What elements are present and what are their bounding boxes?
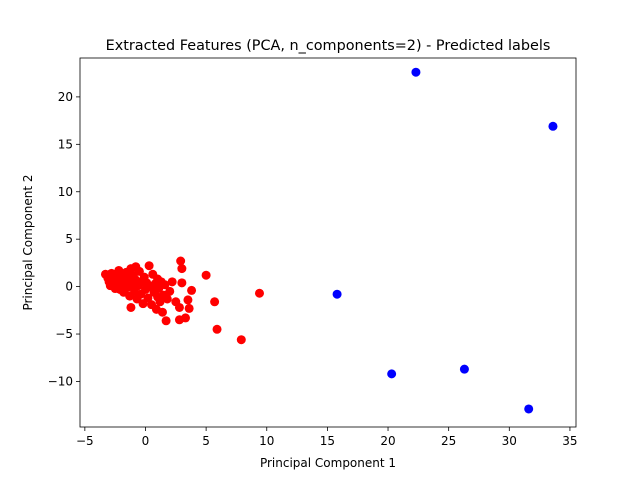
data-point-cluster-0 bbox=[184, 303, 194, 313]
data-point-cluster-0 bbox=[201, 270, 211, 280]
x-tick-label: 20 bbox=[380, 434, 395, 448]
axes: −5 0 5 10 15 20 25 30 35 −10 −5 0 5 10 15 20 bbox=[48, 90, 578, 448]
data-point-cluster-0 bbox=[114, 265, 124, 275]
y-tick-label: −5 bbox=[55, 327, 73, 341]
data-point-cluster-1 bbox=[411, 67, 421, 77]
data-point-cluster-0 bbox=[176, 256, 186, 266]
data-point-cluster-0 bbox=[165, 286, 175, 296]
x-axis-label: Principal Component 1 bbox=[260, 456, 396, 470]
data-point-cluster-1 bbox=[548, 121, 558, 131]
data-point-cluster-0 bbox=[177, 278, 187, 288]
data-point-cluster-0 bbox=[167, 277, 177, 287]
y-tick-label: 10 bbox=[58, 185, 73, 199]
data-point-cluster-0 bbox=[155, 297, 165, 307]
data-point-cluster-0 bbox=[126, 302, 136, 312]
data-point-cluster-0 bbox=[177, 264, 187, 274]
data-point-cluster-0 bbox=[183, 295, 193, 305]
data-point-cluster-0 bbox=[187, 285, 197, 295]
data-point-cluster-1 bbox=[524, 404, 534, 414]
chart-title: Extracted Features (PCA, n_components=2)… bbox=[106, 38, 551, 54]
data-point-cluster-0 bbox=[144, 261, 154, 271]
x-tick-label: −5 bbox=[76, 434, 94, 448]
x-tick-label: 15 bbox=[320, 434, 335, 448]
data-point-cluster-0 bbox=[181, 313, 191, 323]
x-tick-label: 10 bbox=[259, 434, 274, 448]
x-tick-label: 35 bbox=[562, 434, 577, 448]
plot-frame bbox=[79, 57, 577, 428]
data-point-cluster-1 bbox=[332, 289, 342, 299]
y-axis-label: Principal Component 2 bbox=[21, 174, 35, 310]
y-tick-label: 0 bbox=[65, 280, 73, 294]
data-point-cluster-0 bbox=[210, 297, 220, 307]
x-tick-label: 5 bbox=[202, 434, 210, 448]
data-point-cluster-0 bbox=[236, 335, 246, 345]
x-tick-label: 0 bbox=[142, 434, 150, 448]
data-point-cluster-0 bbox=[254, 288, 264, 298]
y-tick-label: 20 bbox=[58, 90, 73, 104]
y-tick-label: −10 bbox=[48, 374, 73, 388]
x-tick-label: 25 bbox=[441, 434, 456, 448]
data-point-cluster-0 bbox=[157, 307, 167, 317]
data-point-cluster-0 bbox=[174, 302, 184, 312]
x-tick-label: 30 bbox=[502, 434, 517, 448]
data-point-cluster-0 bbox=[161, 316, 171, 326]
data-point-cluster-0 bbox=[162, 294, 172, 304]
data-point-cluster-0 bbox=[212, 324, 222, 334]
y-tick-label: 5 bbox=[65, 232, 73, 246]
y-tick-label: 15 bbox=[58, 137, 73, 151]
data-point-cluster-0 bbox=[143, 293, 153, 303]
data-point-cluster-0 bbox=[160, 280, 170, 290]
data-point-cluster-1 bbox=[459, 364, 469, 374]
data-point-cluster-1 bbox=[387, 369, 397, 379]
data-points bbox=[100, 67, 558, 414]
